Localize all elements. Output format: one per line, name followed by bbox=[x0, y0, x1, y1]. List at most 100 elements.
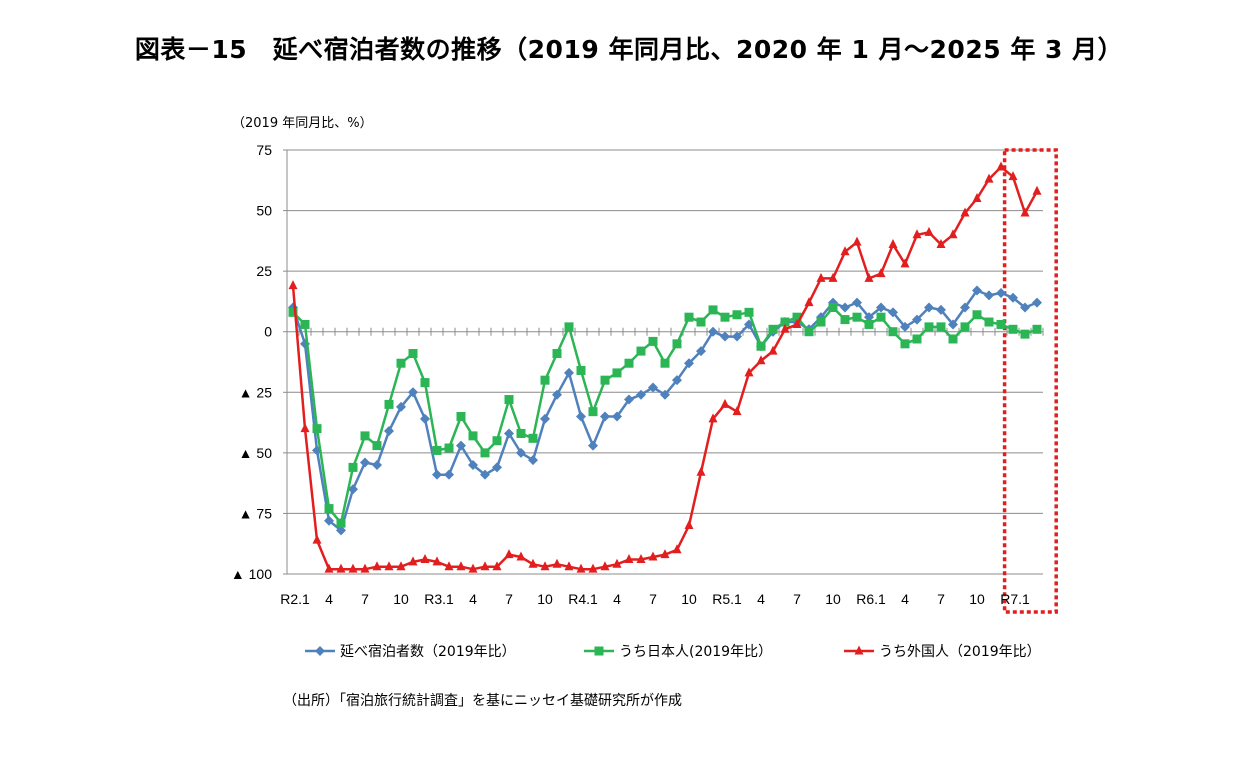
series-1 bbox=[288, 285, 1042, 536]
data-point bbox=[324, 515, 334, 526]
data-point bbox=[756, 341, 766, 351]
y-tick-label: 50 bbox=[256, 203, 272, 219]
data-point bbox=[384, 426, 394, 437]
data-point bbox=[468, 563, 478, 573]
data-point bbox=[660, 389, 670, 400]
data-point bbox=[936, 304, 946, 315]
series-group bbox=[288, 161, 1042, 573]
data-point bbox=[852, 297, 862, 308]
data-point bbox=[768, 324, 778, 334]
data-point bbox=[972, 310, 982, 320]
data-point bbox=[888, 327, 898, 337]
data-point bbox=[924, 226, 934, 236]
data-point bbox=[660, 358, 670, 368]
data-point bbox=[288, 280, 298, 290]
highlight-box-outline bbox=[1002, 148, 1058, 614]
data-point bbox=[960, 302, 970, 313]
data-point bbox=[300, 319, 310, 329]
series-line bbox=[291, 165, 1039, 571]
data-point bbox=[684, 520, 694, 530]
data-point bbox=[720, 398, 730, 408]
data-point bbox=[996, 319, 1006, 329]
data-point bbox=[576, 365, 586, 375]
data-point bbox=[288, 307, 298, 317]
x-tick-label: 4 bbox=[325, 591, 333, 607]
data-point bbox=[684, 312, 694, 322]
data-point bbox=[780, 317, 790, 327]
source-note: （出所）「宿泊旅行統計調査」を基にニッセイ基礎研究所が作成 bbox=[283, 693, 682, 709]
data-point bbox=[984, 290, 994, 301]
data-point bbox=[432, 445, 442, 455]
data-point bbox=[324, 504, 334, 514]
data-point bbox=[588, 563, 598, 573]
data-point bbox=[540, 375, 550, 385]
legend-label: うち日本人(2019年比） bbox=[619, 644, 772, 660]
data-point bbox=[840, 302, 850, 313]
data-point bbox=[516, 447, 526, 458]
data-point bbox=[996, 287, 1006, 298]
data-point bbox=[912, 334, 922, 344]
chart-title: 図表－15 延べ宿泊者数の推移（2019 年同月比、2020 年 1 月～202… bbox=[134, 35, 1124, 64]
data-point bbox=[312, 424, 322, 434]
data-point bbox=[864, 312, 874, 323]
x-tick-label: 7 bbox=[505, 591, 513, 607]
data-point bbox=[636, 389, 646, 400]
data-point bbox=[948, 319, 958, 330]
data-point bbox=[780, 323, 790, 333]
data-point bbox=[900, 339, 910, 349]
y-axis-unit-label: （2019 年同月比、%） bbox=[232, 116, 373, 131]
data-point bbox=[624, 394, 634, 405]
legend-item: うち日本人(2019年比） bbox=[584, 644, 772, 660]
axes bbox=[283, 149, 1044, 575]
data-point bbox=[348, 462, 358, 472]
data-point bbox=[744, 307, 754, 317]
data-point bbox=[744, 367, 754, 377]
data-point bbox=[972, 192, 982, 202]
series-3 bbox=[288, 161, 1042, 573]
data-point bbox=[852, 312, 862, 322]
x-tick-label: 10 bbox=[825, 591, 841, 607]
data-point bbox=[696, 346, 706, 357]
data-point bbox=[456, 412, 466, 422]
x-tick-label: R5.1 bbox=[712, 591, 742, 607]
data-point bbox=[948, 229, 958, 239]
x-tick-label: R3.1 bbox=[424, 591, 454, 607]
data-point bbox=[540, 413, 550, 424]
data-point bbox=[672, 544, 682, 554]
data-point bbox=[480, 448, 490, 458]
data-point bbox=[816, 272, 826, 282]
data-point bbox=[612, 368, 622, 378]
tick-labels: 75 50 25 0 ▲ 25 ▲ 50 ▲ 75 ▲ 100 R2.1 4 7 10 R3.1 4 7 10… bbox=[231, 142, 1030, 607]
data-point bbox=[432, 469, 442, 480]
data-point bbox=[888, 238, 898, 248]
data-point bbox=[444, 443, 454, 453]
x-tick-label: 7 bbox=[937, 591, 945, 607]
data-point bbox=[936, 238, 946, 248]
data-point bbox=[396, 358, 406, 368]
data-point bbox=[336, 563, 346, 573]
data-point bbox=[804, 327, 814, 337]
data-point bbox=[912, 229, 922, 239]
data-point bbox=[936, 322, 946, 332]
data-point bbox=[708, 326, 718, 337]
data-point bbox=[360, 563, 370, 573]
data-point bbox=[492, 436, 502, 446]
data-point bbox=[588, 407, 598, 417]
data-point bbox=[876, 302, 886, 313]
x-tick-label: 10 bbox=[393, 591, 409, 607]
data-point bbox=[588, 440, 598, 451]
data-point bbox=[636, 346, 646, 356]
data-point bbox=[732, 310, 742, 320]
data-point bbox=[444, 561, 454, 571]
data-point bbox=[408, 387, 418, 398]
y-tick-label: ▲ 75 bbox=[239, 505, 273, 521]
data-point bbox=[312, 534, 322, 544]
data-point bbox=[384, 399, 394, 409]
data-point bbox=[854, 645, 864, 655]
data-point bbox=[336, 525, 346, 536]
data-point bbox=[600, 411, 610, 422]
data-point bbox=[888, 307, 898, 318]
data-point bbox=[456, 440, 466, 451]
data-point bbox=[492, 462, 502, 473]
highlight-box bbox=[1002, 148, 1058, 614]
